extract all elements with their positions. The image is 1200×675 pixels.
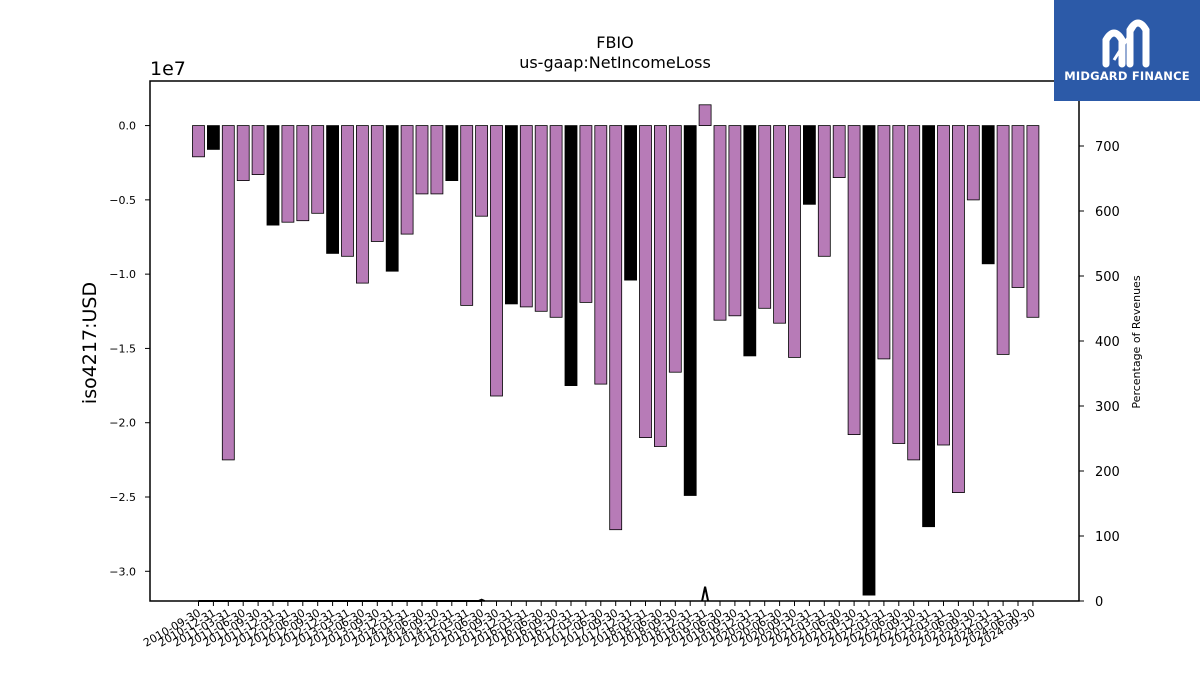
bar-2013-03-31 xyxy=(341,125,354,257)
bar-2011-12-31 xyxy=(266,125,280,226)
bar-2024-06-30 xyxy=(1011,125,1025,288)
bar-2013-06-30 xyxy=(355,125,369,284)
y2-tick-label: 0 xyxy=(1095,595,1103,610)
bar-2023-12-31 xyxy=(981,125,995,265)
bar-2018-09-30 xyxy=(668,125,682,373)
bar-2011-06-30 xyxy=(236,125,250,181)
y2-tick-label: 300 xyxy=(1095,400,1120,415)
bar-2016-12-31 xyxy=(564,125,578,386)
bar-2023-06-30 xyxy=(952,125,965,493)
chart-title: FBIO xyxy=(596,33,634,52)
plot-frame xyxy=(149,80,1080,602)
bar-2010-12-31 xyxy=(206,125,220,150)
y-tick-label: −3.0 xyxy=(109,565,136,578)
bar-2011-03-31 xyxy=(221,125,235,461)
bar-2017-12-31 xyxy=(624,125,637,281)
revenue-pct-line-group xyxy=(198,586,710,602)
y2-tick-label: 100 xyxy=(1095,530,1120,545)
chart-subtitle: us-gaap:NetIncomeLoss xyxy=(519,53,711,72)
bar-2017-09-30 xyxy=(609,125,623,531)
y-tick-label: −2.0 xyxy=(109,417,136,430)
y2-axis-ticks: 0100200300400500600700800 xyxy=(1079,75,1120,610)
bar-2022-09-30 xyxy=(907,125,921,461)
bar-2015-06-30 xyxy=(475,125,489,217)
bar-2021-12-31 xyxy=(862,125,876,596)
bar-2011-09-30 xyxy=(251,125,265,175)
y2-tick-label: 400 xyxy=(1095,335,1120,350)
y-axis-offset-label: 1e7 xyxy=(150,58,186,80)
bar-2022-12-31 xyxy=(922,125,935,528)
y2-tick-label: 200 xyxy=(1095,465,1120,480)
y2-tick-label: 700 xyxy=(1095,140,1120,155)
bar-2017-06-30 xyxy=(594,125,608,385)
bar-2012-03-31 xyxy=(281,125,295,223)
bar-2018-03-31 xyxy=(639,125,652,438)
revenue-pct-spike xyxy=(701,586,710,602)
y2-axis-label: Percentage of Revenues xyxy=(1130,275,1143,408)
bar-2020-12-31 xyxy=(803,125,816,205)
x-axis-ticks: 2010-09-302010-12-312011-03-312011-06-30… xyxy=(141,601,1037,650)
bar-2017-03-31 xyxy=(579,125,593,303)
bars-group xyxy=(192,104,1040,596)
y-axis-label: iso4217:USD xyxy=(79,282,101,404)
bar-2014-09-30 xyxy=(430,125,444,195)
bar-2015-03-31 xyxy=(460,125,474,306)
logo-mark-icon xyxy=(1102,19,1150,68)
bar-2020-06-30 xyxy=(773,125,786,324)
bar-2018-12-31 xyxy=(683,125,697,496)
bar-2020-09-30 xyxy=(788,125,801,358)
bar-2010-09-30 xyxy=(192,125,205,158)
y2-tick-label: 600 xyxy=(1095,205,1120,220)
y-tick-label: −0.5 xyxy=(109,194,136,207)
bar-2021-03-31 xyxy=(817,125,831,257)
bar-2021-09-30 xyxy=(847,125,861,435)
bar-2023-09-30 xyxy=(966,125,980,201)
bar-2014-03-31 xyxy=(400,125,414,235)
bar-2013-09-30 xyxy=(370,125,384,242)
logo-text: MIDGARD FINANCE xyxy=(1064,69,1190,83)
bar-2012-09-30 xyxy=(311,125,325,214)
bar-2014-06-30 xyxy=(415,125,429,195)
brand-logo: MIDGARD FINANCE xyxy=(1054,0,1200,101)
y-tick-label: −1.0 xyxy=(109,268,136,281)
bar-2015-12-31 xyxy=(504,125,518,305)
bar-2024-03-31 xyxy=(996,125,1010,355)
y2-tick-label: 500 xyxy=(1095,270,1120,285)
bar-2020-03-31 xyxy=(758,125,772,309)
bar-2012-06-30 xyxy=(296,125,310,222)
bar-2019-03-31 xyxy=(698,104,712,127)
y-tick-label: −2.5 xyxy=(109,491,136,504)
bar-2018-06-30 xyxy=(654,125,667,447)
bar-2013-12-31 xyxy=(385,125,399,272)
bar-2015-09-30 xyxy=(490,125,503,397)
bar-2024-09-30 xyxy=(1026,125,1040,318)
y-tick-label: −1.5 xyxy=(109,342,136,355)
bar-2022-03-31 xyxy=(877,125,891,360)
y-axis-ticks: 0.0 −0.5 −1.0 −1.5 −2.0 −2.5 −3.0 xyxy=(109,120,150,578)
bar-2016-06-30 xyxy=(534,125,548,312)
bar-2023-03-31 xyxy=(937,125,950,446)
bar-2019-06-30 xyxy=(713,125,727,321)
bar-2021-06-30 xyxy=(832,125,846,178)
bar-2019-12-31 xyxy=(743,125,757,357)
bar-2019-09-30 xyxy=(728,125,742,317)
bar-2012-12-31 xyxy=(326,125,340,254)
bar-2016-03-31 xyxy=(519,125,533,308)
bar-2014-12-31 xyxy=(445,125,459,181)
bar-2022-06-30 xyxy=(892,125,906,444)
y-tick-label: 0.0 xyxy=(119,120,137,133)
bar-2016-09-30 xyxy=(549,125,563,318)
